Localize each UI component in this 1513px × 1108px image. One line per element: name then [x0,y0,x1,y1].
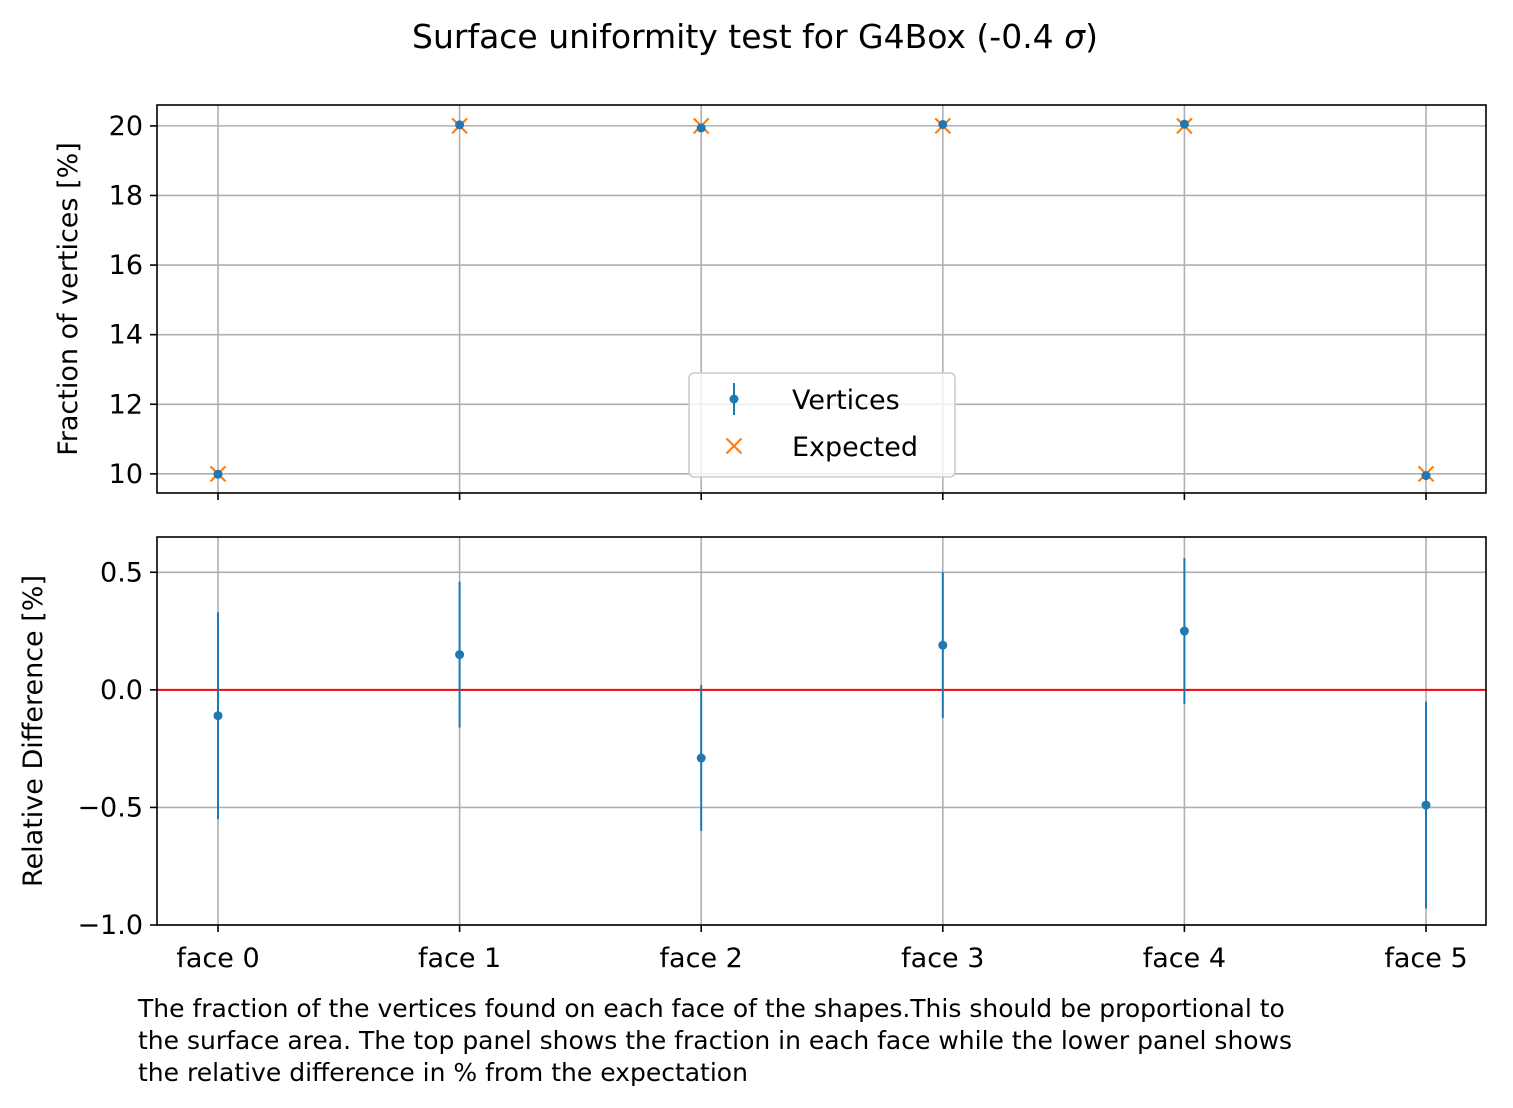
top-vertex-point-4 [1179,119,1189,129]
bottom-vertex-point-2 [696,753,706,763]
top-vertex-point-1 [455,120,465,130]
figure-caption: The fraction of the vertices found on ea… [138,993,1508,1089]
legend-vertices-marker [729,394,739,404]
top-grid [157,105,1486,493]
top-vertex-point-3 [938,119,948,129]
sigma-symbol: σ [1064,17,1086,56]
top-ytick-label-5: 20 [109,111,143,142]
figure-title-end: ) [1085,17,1098,56]
top-axes-frame [156,104,1487,494]
bottom-vertex-point-5 [1421,800,1431,810]
x-tick-label-3: face 3 [901,943,984,974]
top-ticks: 10 12 14 16 18 20 [109,111,1427,500]
top-ytick-label-4: 18 [109,180,143,211]
legend-expected-marker [725,437,743,455]
x-tick-label-0: face 0 [176,943,259,974]
bottom-ytick-label-0: −1.0 [77,910,143,941]
bottom-grid [157,537,1486,926]
bottom-vertex-point-0 [213,711,223,721]
top-ytick-label-1: 12 [109,389,143,420]
bottom-y-axis-label: Relative Difference [%] [18,575,49,887]
bottom-ytick-label-1: −0.5 [77,792,143,823]
bottom-vertex-point-3 [938,640,948,650]
top-vertex-point-0 [213,469,223,479]
x-tick-labels: face 0 face 1 face 2 face 3 face 4 face 5 [176,943,1467,974]
legend-box [688,372,956,478]
figure-title-text: Surface uniformity test for G4Box (-0.4 [412,17,1064,56]
x-tick-label-1: face 1 [418,943,501,974]
legend-entries: Vertices Expected [725,383,918,463]
legend-expected-label: Expected [792,432,918,463]
bottom-vertex-points [213,626,1431,810]
top-vertex-point-2 [696,123,706,133]
bottom-ytick-label-3: 0.5 [100,557,143,588]
bottom-vertex-point-4 [1179,626,1189,636]
bottom-axes-frame [156,536,1487,926]
top-y-axis-label: Fraction of vertices [%] [53,142,84,456]
top-vertex-points [213,119,1431,481]
bottom-ytick-label-2: 0.0 [100,675,143,706]
x-tick-label-2: face 2 [660,943,743,974]
caption-line-2: the surface area. The top panel shows th… [138,1026,1293,1055]
top-ytick-label-3: 16 [109,250,143,281]
x-tick-label-5: face 5 [1384,943,1467,974]
caption-line-1: The fraction of the vertices found on ea… [138,994,1285,1023]
legend: Vertices Expected [688,372,956,478]
bottom-errorbars [217,558,1427,909]
top-ytick-label-2: 14 [109,320,143,351]
top-panel: 10 12 14 16 18 20 Fraction of vertices [%] Ve… [53,104,1487,500]
bottom-vertex-point-1 [455,650,465,660]
figure-title: Surface uniformity test for G4Box (-0.4 … [412,17,1098,56]
caption-line-3: the relative difference in % from the ex… [138,1058,748,1087]
top-ytick-label-0: 10 [109,459,143,490]
top-vertex-point-5 [1421,471,1431,481]
x-tick-label-4: face 4 [1143,943,1226,974]
bottom-ticks: −1.0 −0.5 0.0 0.5 [77,557,1427,941]
legend-vertices-label: Vertices [792,385,900,416]
